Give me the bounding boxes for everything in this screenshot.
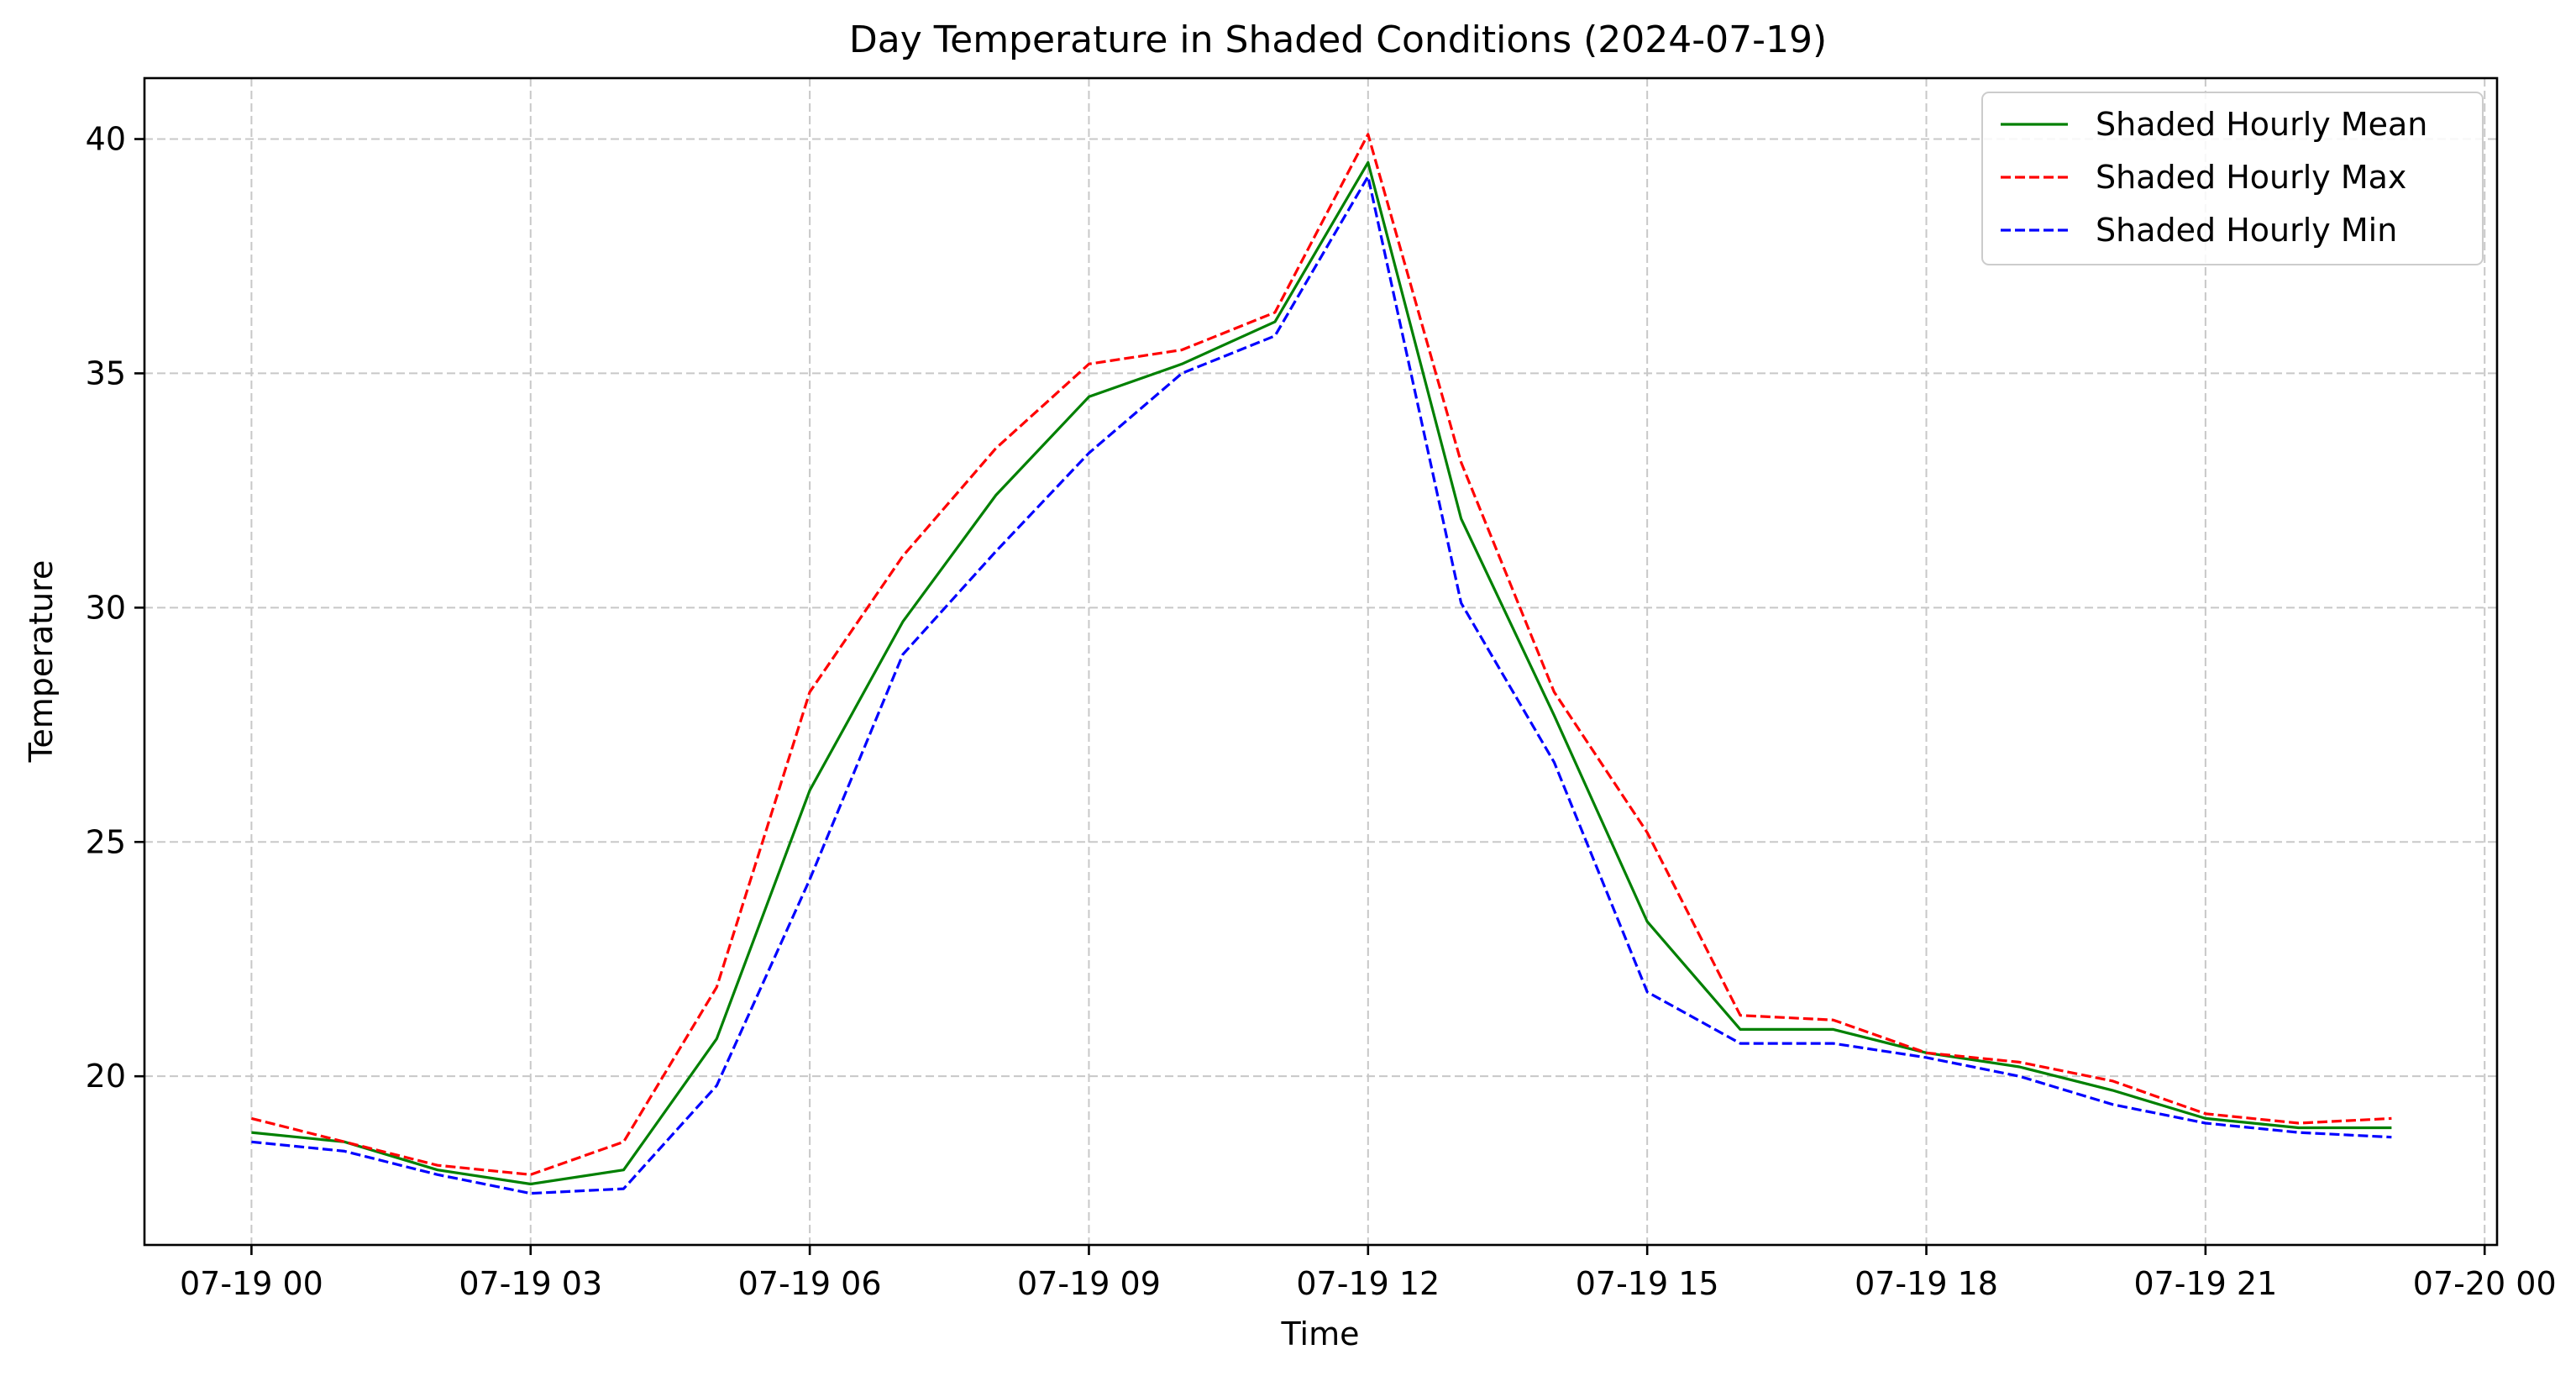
legend-label: Shaded Hourly Max [2096,159,2406,196]
x-tick-label: 07-19 06 [738,1265,882,1302]
series-line-1 [251,133,2392,1176]
x-tick-label: 07-19 18 [1855,1265,1998,1302]
y-tick-label: 20 [86,1058,126,1095]
y-axis-label: Temperature [23,560,60,764]
grid [144,78,2497,1245]
y-tick-label: 40 [86,121,126,158]
legend-label: Shaded Hourly Mean [2096,106,2427,143]
series-line-0 [251,160,2392,1186]
x-tick-label: 07-19 12 [1296,1265,1440,1302]
x-axis-label: Time [1281,1316,1360,1352]
series-lines [251,133,2392,1195]
x-tick-label: 07-20 00 [2413,1265,2557,1302]
x-axis: 07-19 00 07-19 03 07-19 06 07-19 09 07-19 12… [180,1245,2557,1302]
y-tick-label: 30 [86,589,126,626]
y-tick-label: 35 [86,355,126,391]
x-tick-label: 07-19 21 [2133,1265,2277,1302]
chart-title: Day Temperature in Shaded Conditions (20… [849,18,1827,61]
y-tick-label: 25 [86,823,126,860]
y-axis: 20 25 30 35 40 [86,121,144,1095]
series-line-2 [251,175,2392,1195]
x-tick-label: 07-19 00 [180,1265,323,1302]
legend-label: Shaded Hourly Min [2096,212,2397,249]
x-tick-label: 07-19 15 [1576,1265,1719,1302]
legend-box [1981,92,2484,265]
legend: Shaded Hourly Mean Shaded Hourly Max Shade… [1981,92,2484,265]
x-tick-label: 07-19 09 [1017,1265,1161,1302]
x-tick-label: 07-19 03 [459,1265,602,1302]
plot-frame [143,76,2499,1247]
